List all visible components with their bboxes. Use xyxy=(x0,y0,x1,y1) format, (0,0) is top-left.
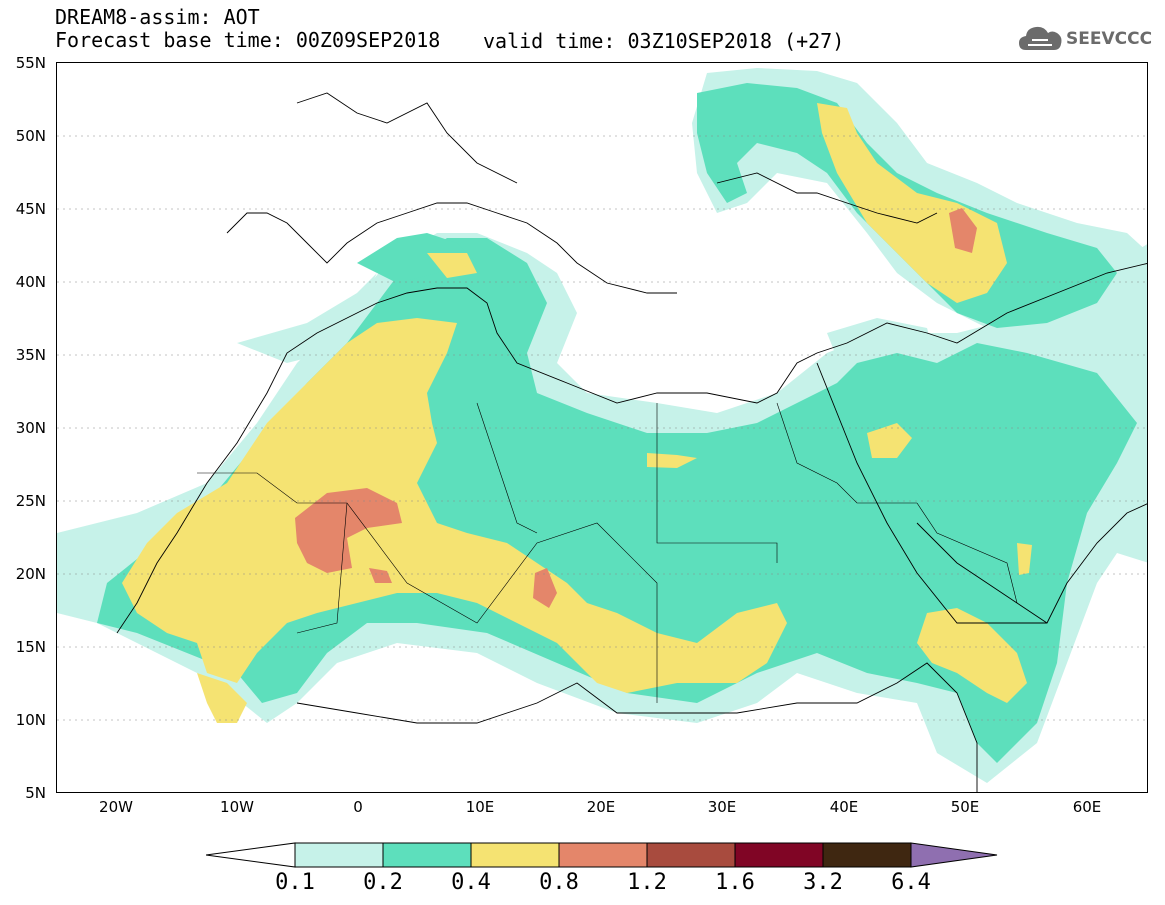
lon-label: 30E xyxy=(707,798,737,816)
aot-level-0-8 xyxy=(295,208,977,608)
valid-time: valid time: 03Z10SEP2018 (+27) xyxy=(483,29,845,53)
colorbar-swatch xyxy=(822,842,912,868)
coastlines xyxy=(116,92,1147,792)
colorbar-label: 3.2 xyxy=(803,870,843,895)
graticule xyxy=(57,135,1147,721)
lon-label: 50E xyxy=(950,798,980,816)
colorbar-label: 0.1 xyxy=(275,870,315,895)
aot-map xyxy=(57,63,1147,792)
colorbar-swatch xyxy=(734,842,824,868)
forecast-base-time: Forecast base time: 00Z09SEP2018 xyxy=(55,28,441,52)
lat-label: 10N xyxy=(15,711,46,729)
seevccc-logo: SEEVCCC xyxy=(1018,22,1158,58)
lon-label: 20W xyxy=(99,798,133,816)
colorbar-label: 6.4 xyxy=(891,870,931,895)
lat-label: 5N xyxy=(25,784,46,802)
aot-level-0-4 xyxy=(122,103,1032,723)
colorbar-swatch xyxy=(470,842,560,868)
lat-label: 20N xyxy=(15,565,46,583)
cloud-icon xyxy=(1019,26,1062,50)
lat-label: 40N xyxy=(15,273,46,291)
colorbar-swatch xyxy=(646,842,736,868)
lon-label: 60E xyxy=(1072,798,1102,816)
lon-label: 0 xyxy=(353,798,363,816)
map-panel xyxy=(56,62,1148,793)
lat-label: 55N xyxy=(15,54,46,72)
lat-label: 50N xyxy=(15,127,46,145)
lon-label: 20E xyxy=(586,798,616,816)
lat-label: 15N xyxy=(15,638,46,656)
lon-label: 10E xyxy=(465,798,495,816)
lon-label: 10W xyxy=(220,798,254,816)
colorbar-over-arrow xyxy=(910,842,998,868)
colorbar-swatch xyxy=(294,842,384,868)
map-title: DREAM8-assim: AOT xyxy=(55,5,260,29)
colorbar-label: 0.4 xyxy=(451,870,491,895)
colorbar-label: 0.8 xyxy=(539,870,579,895)
lat-label: 45N xyxy=(15,200,46,218)
logo-text: SEEVCCC xyxy=(1066,29,1153,49)
country-borders xyxy=(197,402,1018,703)
lat-label: 30N xyxy=(15,419,46,437)
colorbar-swatch xyxy=(558,842,648,868)
colorbar-label: 1.2 xyxy=(627,870,667,895)
lat-label: 35N xyxy=(15,346,46,364)
colorbar-label: 1.6 xyxy=(715,870,755,895)
colorbar xyxy=(206,842,998,868)
colorbar-under-arrow xyxy=(206,842,296,868)
lon-label: 40E xyxy=(829,798,859,816)
lat-label: 25N xyxy=(15,492,46,510)
colorbar-swatch xyxy=(382,842,472,868)
colorbar-label: 0.2 xyxy=(363,870,403,895)
